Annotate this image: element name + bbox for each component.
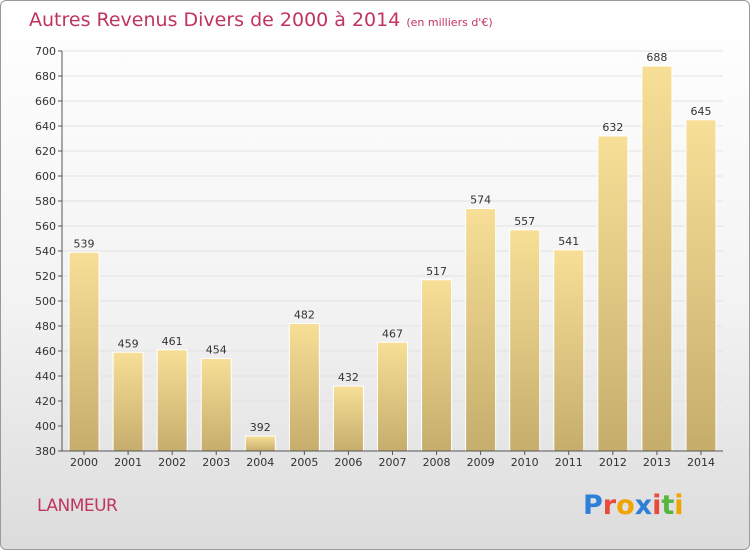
bar-2000 <box>68 251 100 452</box>
chart-subtitle: (en milliers d'€) <box>406 16 493 29</box>
y-tick-label: 600 <box>35 170 56 183</box>
bar-value-label: 517 <box>426 265 447 278</box>
y-tick-label: 520 <box>35 270 56 283</box>
x-tick-label: 2004 <box>246 456 274 469</box>
bar-2013 <box>641 65 673 452</box>
bar-value-label: 557 <box>514 215 535 228</box>
bar-2014 <box>685 119 717 452</box>
bar-2010 <box>509 229 541 452</box>
y-tick-label: 580 <box>35 195 56 208</box>
place-name: LANMEUR <box>37 496 118 516</box>
x-tick-label: 2003 <box>202 456 230 469</box>
y-tick-label: 380 <box>35 445 56 458</box>
x-tick-label: 2002 <box>158 456 186 469</box>
proxiti-logo: Proxiti <box>583 490 684 521</box>
bar-2005 <box>288 323 320 452</box>
chart-title-text: Autres Revenus Divers de 2000 à 2014 <box>29 9 401 31</box>
axes: 380 400 420 440 460 480 500 520 540 560 580 600 620 6… <box>35 45 723 469</box>
y-tick-label: 660 <box>35 95 56 108</box>
logo-letter: P <box>583 490 603 521</box>
bar-value-label: 539 <box>74 237 95 250</box>
bar-2001 <box>112 351 144 452</box>
y-tick-label: 440 <box>35 370 56 383</box>
logo-letter: r <box>602 490 617 521</box>
y-tick-label: 680 <box>35 70 56 83</box>
bar-value-label: 688 <box>646 51 667 64</box>
logo-letter: t <box>661 490 675 521</box>
bar-value-label: 574 <box>470 194 491 207</box>
y-tick-label: 640 <box>35 120 56 133</box>
bar-2008 <box>421 279 453 452</box>
y-tick-label: 620 <box>35 145 56 158</box>
y-tick-label: 500 <box>35 295 56 308</box>
x-tick-label: 2006 <box>334 456 362 469</box>
x-tick-label: 2013 <box>643 456 671 469</box>
y-tick-label: 420 <box>35 395 56 408</box>
x-tick-label: 2008 <box>423 456 451 469</box>
bar-2006 <box>332 385 364 452</box>
bars: 539 459 461 454 392 482 432 467 517 574 557 541 632 6… <box>68 51 717 452</box>
bar-2011 <box>553 249 585 452</box>
bar-2007 <box>377 341 408 452</box>
y-tick-label: 480 <box>35 320 56 333</box>
bar-value-label: 461 <box>162 335 183 348</box>
bar-value-label: 454 <box>206 344 227 357</box>
bar-2012 <box>597 135 629 452</box>
bar-2002 <box>156 349 188 452</box>
bar-value-label: 541 <box>558 235 579 248</box>
y-tick-label: 700 <box>35 45 56 58</box>
bar-value-label: 632 <box>602 121 623 134</box>
logo-letter: x <box>634 490 653 521</box>
y-tick-label: 400 <box>35 420 56 433</box>
bar-2004 <box>244 435 276 452</box>
bar-value-label: 432 <box>338 371 359 384</box>
x-tick-label: 2010 <box>511 456 539 469</box>
bar-value-label: 392 <box>250 421 271 434</box>
bar-value-label: 645 <box>690 105 711 118</box>
x-tick-label: 2000 <box>70 456 98 469</box>
x-tick-label: 2014 <box>687 456 715 469</box>
y-tick-label: 560 <box>35 220 56 233</box>
x-tick-label: 2007 <box>379 456 407 469</box>
x-tick-label: 2009 <box>467 456 495 469</box>
chart-title: Autres Revenus Divers de 2000 à 2014 (en … <box>29 9 493 31</box>
logo-letter: i <box>674 490 684 521</box>
bar-2009 <box>465 208 497 452</box>
bar-value-label: 482 <box>294 309 315 322</box>
bar-2003 <box>200 358 232 452</box>
x-tick-label: 2005 <box>290 456 318 469</box>
x-tick-label: 2001 <box>114 456 142 469</box>
y-tick-label: 460 <box>35 345 56 358</box>
bar-value-label: 459 <box>118 337 139 350</box>
logo-letter: o <box>616 490 635 521</box>
x-tick-label: 2012 <box>599 456 627 469</box>
x-tick-label: 2011 <box>555 456 583 469</box>
y-tick-label: 540 <box>35 245 56 258</box>
logo-letter: i <box>652 490 662 521</box>
bar-value-label: 467 <box>382 327 403 340</box>
